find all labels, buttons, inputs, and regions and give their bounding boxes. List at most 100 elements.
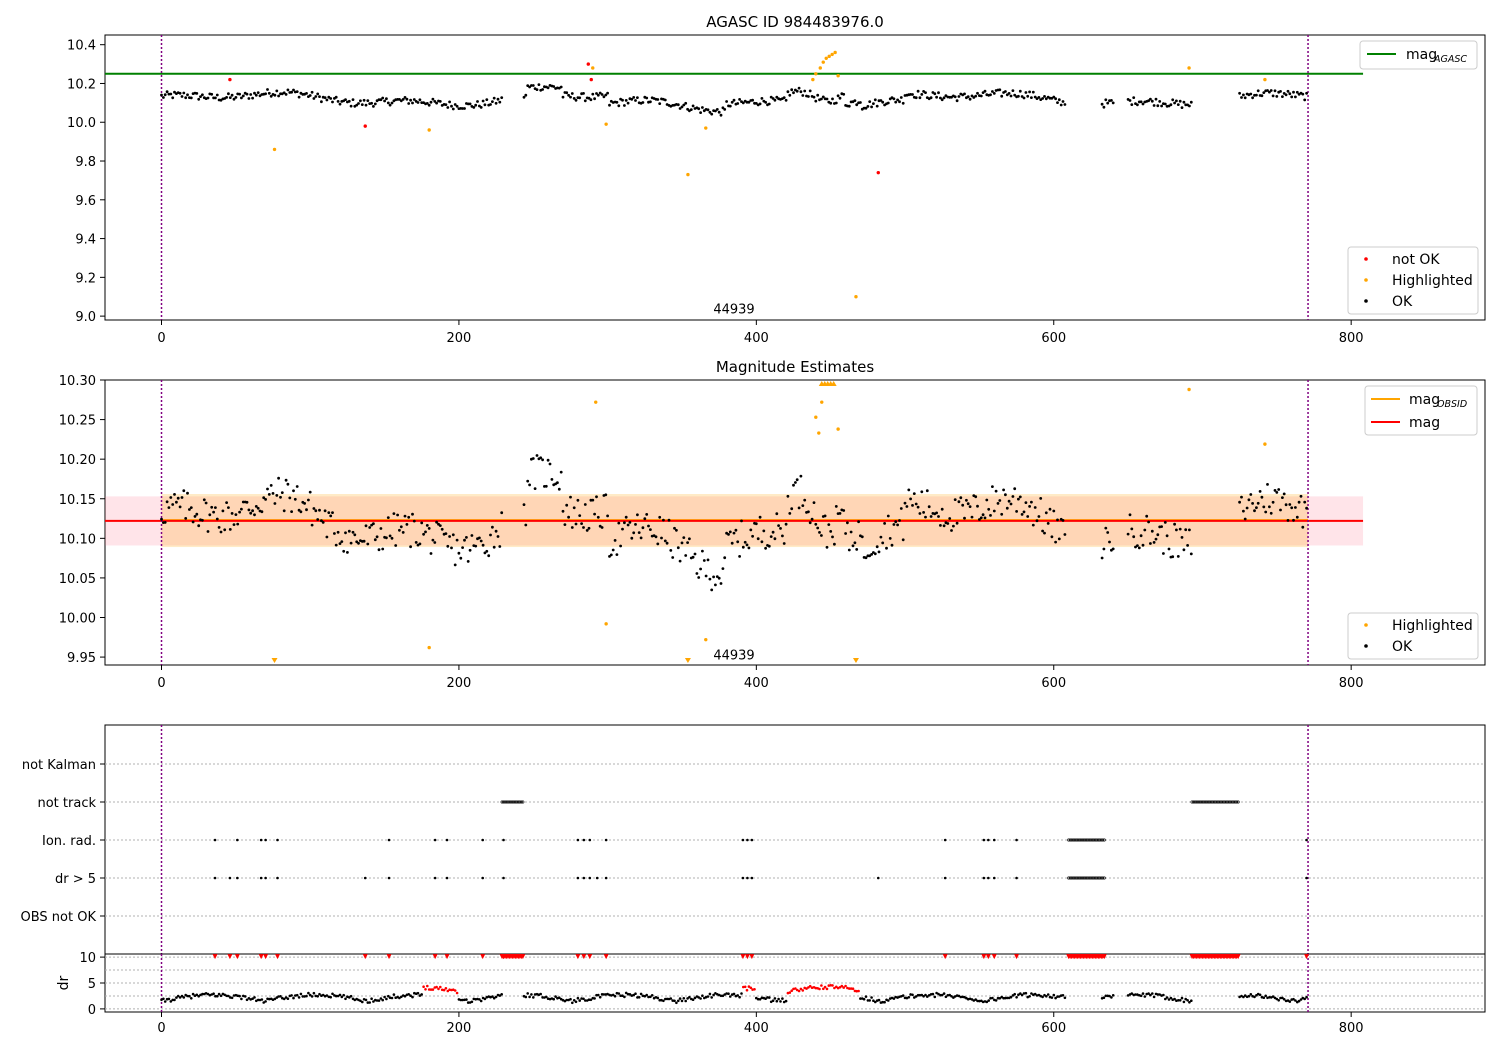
dr-point bbox=[1041, 995, 1044, 999]
ok-point bbox=[290, 90, 293, 94]
dr-point bbox=[1004, 996, 1007, 1000]
ok-point bbox=[786, 90, 790, 94]
flag-point bbox=[576, 838, 580, 842]
ok-point bbox=[864, 556, 868, 560]
ok-point bbox=[1251, 96, 1254, 100]
flag-point bbox=[1080, 838, 1084, 842]
ok-point bbox=[974, 495, 978, 499]
panel2-frame bbox=[104, 379, 1486, 666]
ok-point bbox=[758, 515, 762, 519]
dr-point bbox=[743, 985, 747, 989]
ok-point bbox=[297, 95, 301, 99]
dr-point bbox=[1253, 995, 1256, 999]
ok-point bbox=[1026, 515, 1030, 518]
dr-point bbox=[994, 999, 998, 1002]
dr-point bbox=[398, 996, 401, 1000]
ok-point bbox=[903, 501, 907, 505]
dr-point bbox=[911, 993, 914, 997]
dr-point bbox=[637, 996, 641, 999]
dr-point bbox=[470, 1000, 474, 1004]
ok-point bbox=[585, 529, 589, 532]
flag-point bbox=[1083, 876, 1087, 880]
ok-point bbox=[288, 496, 292, 500]
ok-point bbox=[492, 96, 496, 100]
ok-point bbox=[637, 531, 641, 534]
ok-point bbox=[310, 523, 314, 527]
dr-point bbox=[277, 995, 280, 998]
flag-point bbox=[588, 838, 592, 842]
ok-point bbox=[719, 113, 723, 117]
ok-point bbox=[1022, 510, 1026, 514]
flag-point bbox=[1074, 838, 1078, 842]
panel1-legend-top: mag AGASC bbox=[1359, 40, 1478, 70]
ok-point bbox=[1175, 528, 1178, 532]
ok-point bbox=[583, 99, 587, 103]
dr-over-limit-marker bbox=[981, 954, 987, 960]
ok-point bbox=[1247, 498, 1251, 502]
ok-point bbox=[634, 523, 637, 526]
ok-point bbox=[238, 510, 242, 514]
dr-point bbox=[180, 994, 184, 998]
ok-point bbox=[206, 96, 210, 100]
ok-point bbox=[639, 536, 643, 540]
ok-point bbox=[541, 88, 544, 91]
dr-point bbox=[163, 1000, 167, 1003]
ok-point bbox=[1007, 499, 1011, 503]
ok-point bbox=[764, 546, 767, 550]
dr-point bbox=[922, 995, 925, 998]
flag-point bbox=[1096, 876, 1100, 880]
ok-point bbox=[970, 94, 974, 98]
ok-point bbox=[409, 98, 412, 102]
ok-point bbox=[295, 485, 299, 488]
ok-point bbox=[260, 510, 264, 514]
dr-point bbox=[545, 995, 548, 999]
ok-point bbox=[227, 506, 230, 509]
dr-point bbox=[1279, 996, 1282, 1000]
ok-point bbox=[221, 509, 225, 513]
ok-point bbox=[912, 492, 916, 495]
ok-point bbox=[801, 94, 805, 97]
dr-point bbox=[500, 993, 504, 996]
ok-point bbox=[489, 103, 492, 106]
ok-point bbox=[344, 98, 347, 101]
ok-point bbox=[1156, 533, 1160, 537]
dr-over-limit-marker bbox=[362, 954, 368, 960]
dr-point bbox=[907, 996, 911, 999]
ok-point bbox=[1249, 92, 1253, 96]
ok-point bbox=[394, 544, 398, 547]
highlighted-point bbox=[820, 400, 824, 404]
dr-point bbox=[706, 995, 710, 998]
dr-point bbox=[316, 995, 320, 998]
ok-point bbox=[1253, 509, 1256, 513]
ok-point bbox=[764, 100, 767, 104]
flag-point bbox=[1196, 800, 1200, 804]
ok-point bbox=[842, 509, 846, 512]
ok-point bbox=[522, 503, 526, 506]
x-tick-label: 600 bbox=[1041, 1021, 1066, 1036]
ok-point bbox=[911, 504, 914, 507]
ok-point bbox=[333, 532, 336, 535]
dr-point bbox=[387, 994, 390, 998]
dr-point bbox=[307, 991, 310, 995]
ok-point bbox=[1160, 525, 1163, 528]
flag-point bbox=[982, 876, 986, 880]
ok-point bbox=[611, 548, 615, 552]
ok-point bbox=[925, 489, 929, 493]
ok-point bbox=[238, 92, 242, 96]
ok-point bbox=[470, 534, 474, 537]
flag-point bbox=[750, 838, 754, 842]
dr-point bbox=[623, 995, 626, 999]
ok-point bbox=[450, 546, 453, 550]
ok-point bbox=[557, 487, 561, 491]
highlighted-point bbox=[686, 172, 690, 177]
ok-point bbox=[1301, 92, 1305, 96]
legend-marker-highlighted bbox=[1364, 623, 1368, 627]
dr-point bbox=[1249, 993, 1253, 996]
dr-over-limit-marker bbox=[386, 954, 392, 960]
ok-point bbox=[1294, 95, 1297, 99]
ok-point bbox=[403, 96, 407, 99]
dr-point bbox=[453, 989, 457, 992]
ok-point bbox=[320, 100, 323, 104]
ok-point bbox=[1007, 92, 1011, 95]
ok-point bbox=[264, 498, 267, 501]
